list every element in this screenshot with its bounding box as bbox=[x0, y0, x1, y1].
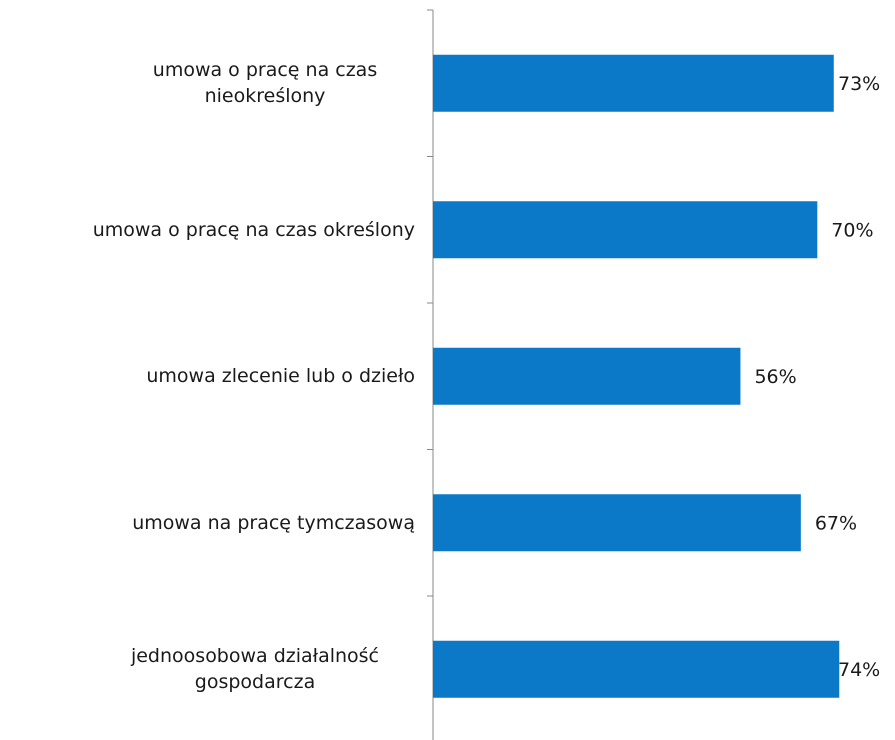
category-label: jednoosobowa działalność gospodarcza bbox=[130, 645, 380, 694]
category-label: umowa o pracę na czas nieokreślony bbox=[152, 59, 378, 108]
category-label: umowa zlecenie lub o dzieło bbox=[146, 365, 415, 388]
bar bbox=[433, 494, 801, 552]
category-label: umowa o pracę na czas określony bbox=[92, 218, 415, 241]
bar bbox=[433, 640, 840, 698]
category-label: umowa na pracę tymczasową bbox=[132, 511, 415, 534]
data-label: 74% bbox=[838, 659, 880, 681]
bar bbox=[433, 201, 818, 259]
bar bbox=[433, 54, 834, 112]
data-label: 73% bbox=[838, 73, 880, 95]
data-label: 67% bbox=[815, 512, 857, 534]
data-label: 70% bbox=[831, 219, 873, 241]
data-label: 56% bbox=[754, 366, 796, 388]
bar bbox=[433, 347, 741, 405]
